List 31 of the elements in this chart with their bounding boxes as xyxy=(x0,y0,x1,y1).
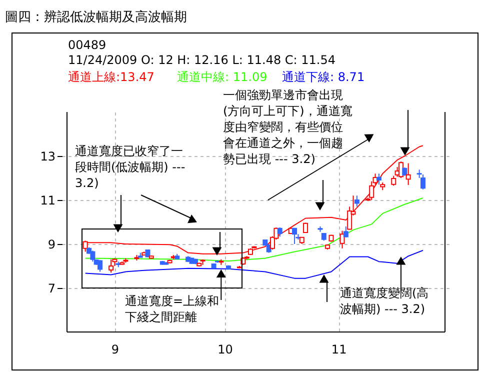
chart-title: 圖四：辨認低波幅期及高波幅期 xyxy=(5,9,187,25)
candlestick xyxy=(420,174,426,190)
x-tick-label: 10 xyxy=(218,342,233,356)
annotation: 通道寬度已收窄了一段時間(低波幅期) --- 3.2) xyxy=(75,144,186,190)
candlestick xyxy=(343,226,348,238)
text: 通道中線: 11.09 xyxy=(177,70,268,84)
y-tick-label: 7 xyxy=(48,282,56,296)
annotation: 一個強勁單邊市會出現(方向可上可下)，通道寬度由窄變闊，有些價位會在通道之外，一個趨勢已出現 --- 3.2) xyxy=(223,88,352,166)
candlestick xyxy=(292,227,298,244)
text: 11/24/2009 O: 12 H: 12.16 L: 11.48 C: 11.54 xyxy=(68,53,336,67)
candlestick xyxy=(340,230,345,249)
candlestick xyxy=(391,175,396,186)
text: 00489 xyxy=(68,38,106,52)
candlestick xyxy=(98,260,103,272)
text: 通道上線:13.47 xyxy=(68,70,154,84)
candlestick xyxy=(376,173,382,186)
line-series xyxy=(84,198,424,262)
candlestick xyxy=(406,162,411,186)
candlestick xyxy=(108,258,114,274)
y-tick-label: 9 xyxy=(48,238,56,252)
line-series xyxy=(84,250,424,279)
candlestick xyxy=(277,227,282,238)
candlestick xyxy=(369,180,374,200)
x-tick-label: 9 xyxy=(111,342,120,356)
text: 通道下線: 8.71 xyxy=(282,70,365,84)
annotation: 通道寬度=上線和下綫之間距離 xyxy=(125,294,220,324)
x-tick-label: 11 xyxy=(331,342,347,356)
y-tick-label: 11 xyxy=(40,194,56,208)
y-tick-label: 13 xyxy=(40,150,56,164)
candlestick xyxy=(90,250,96,262)
candlestick xyxy=(354,195,360,208)
